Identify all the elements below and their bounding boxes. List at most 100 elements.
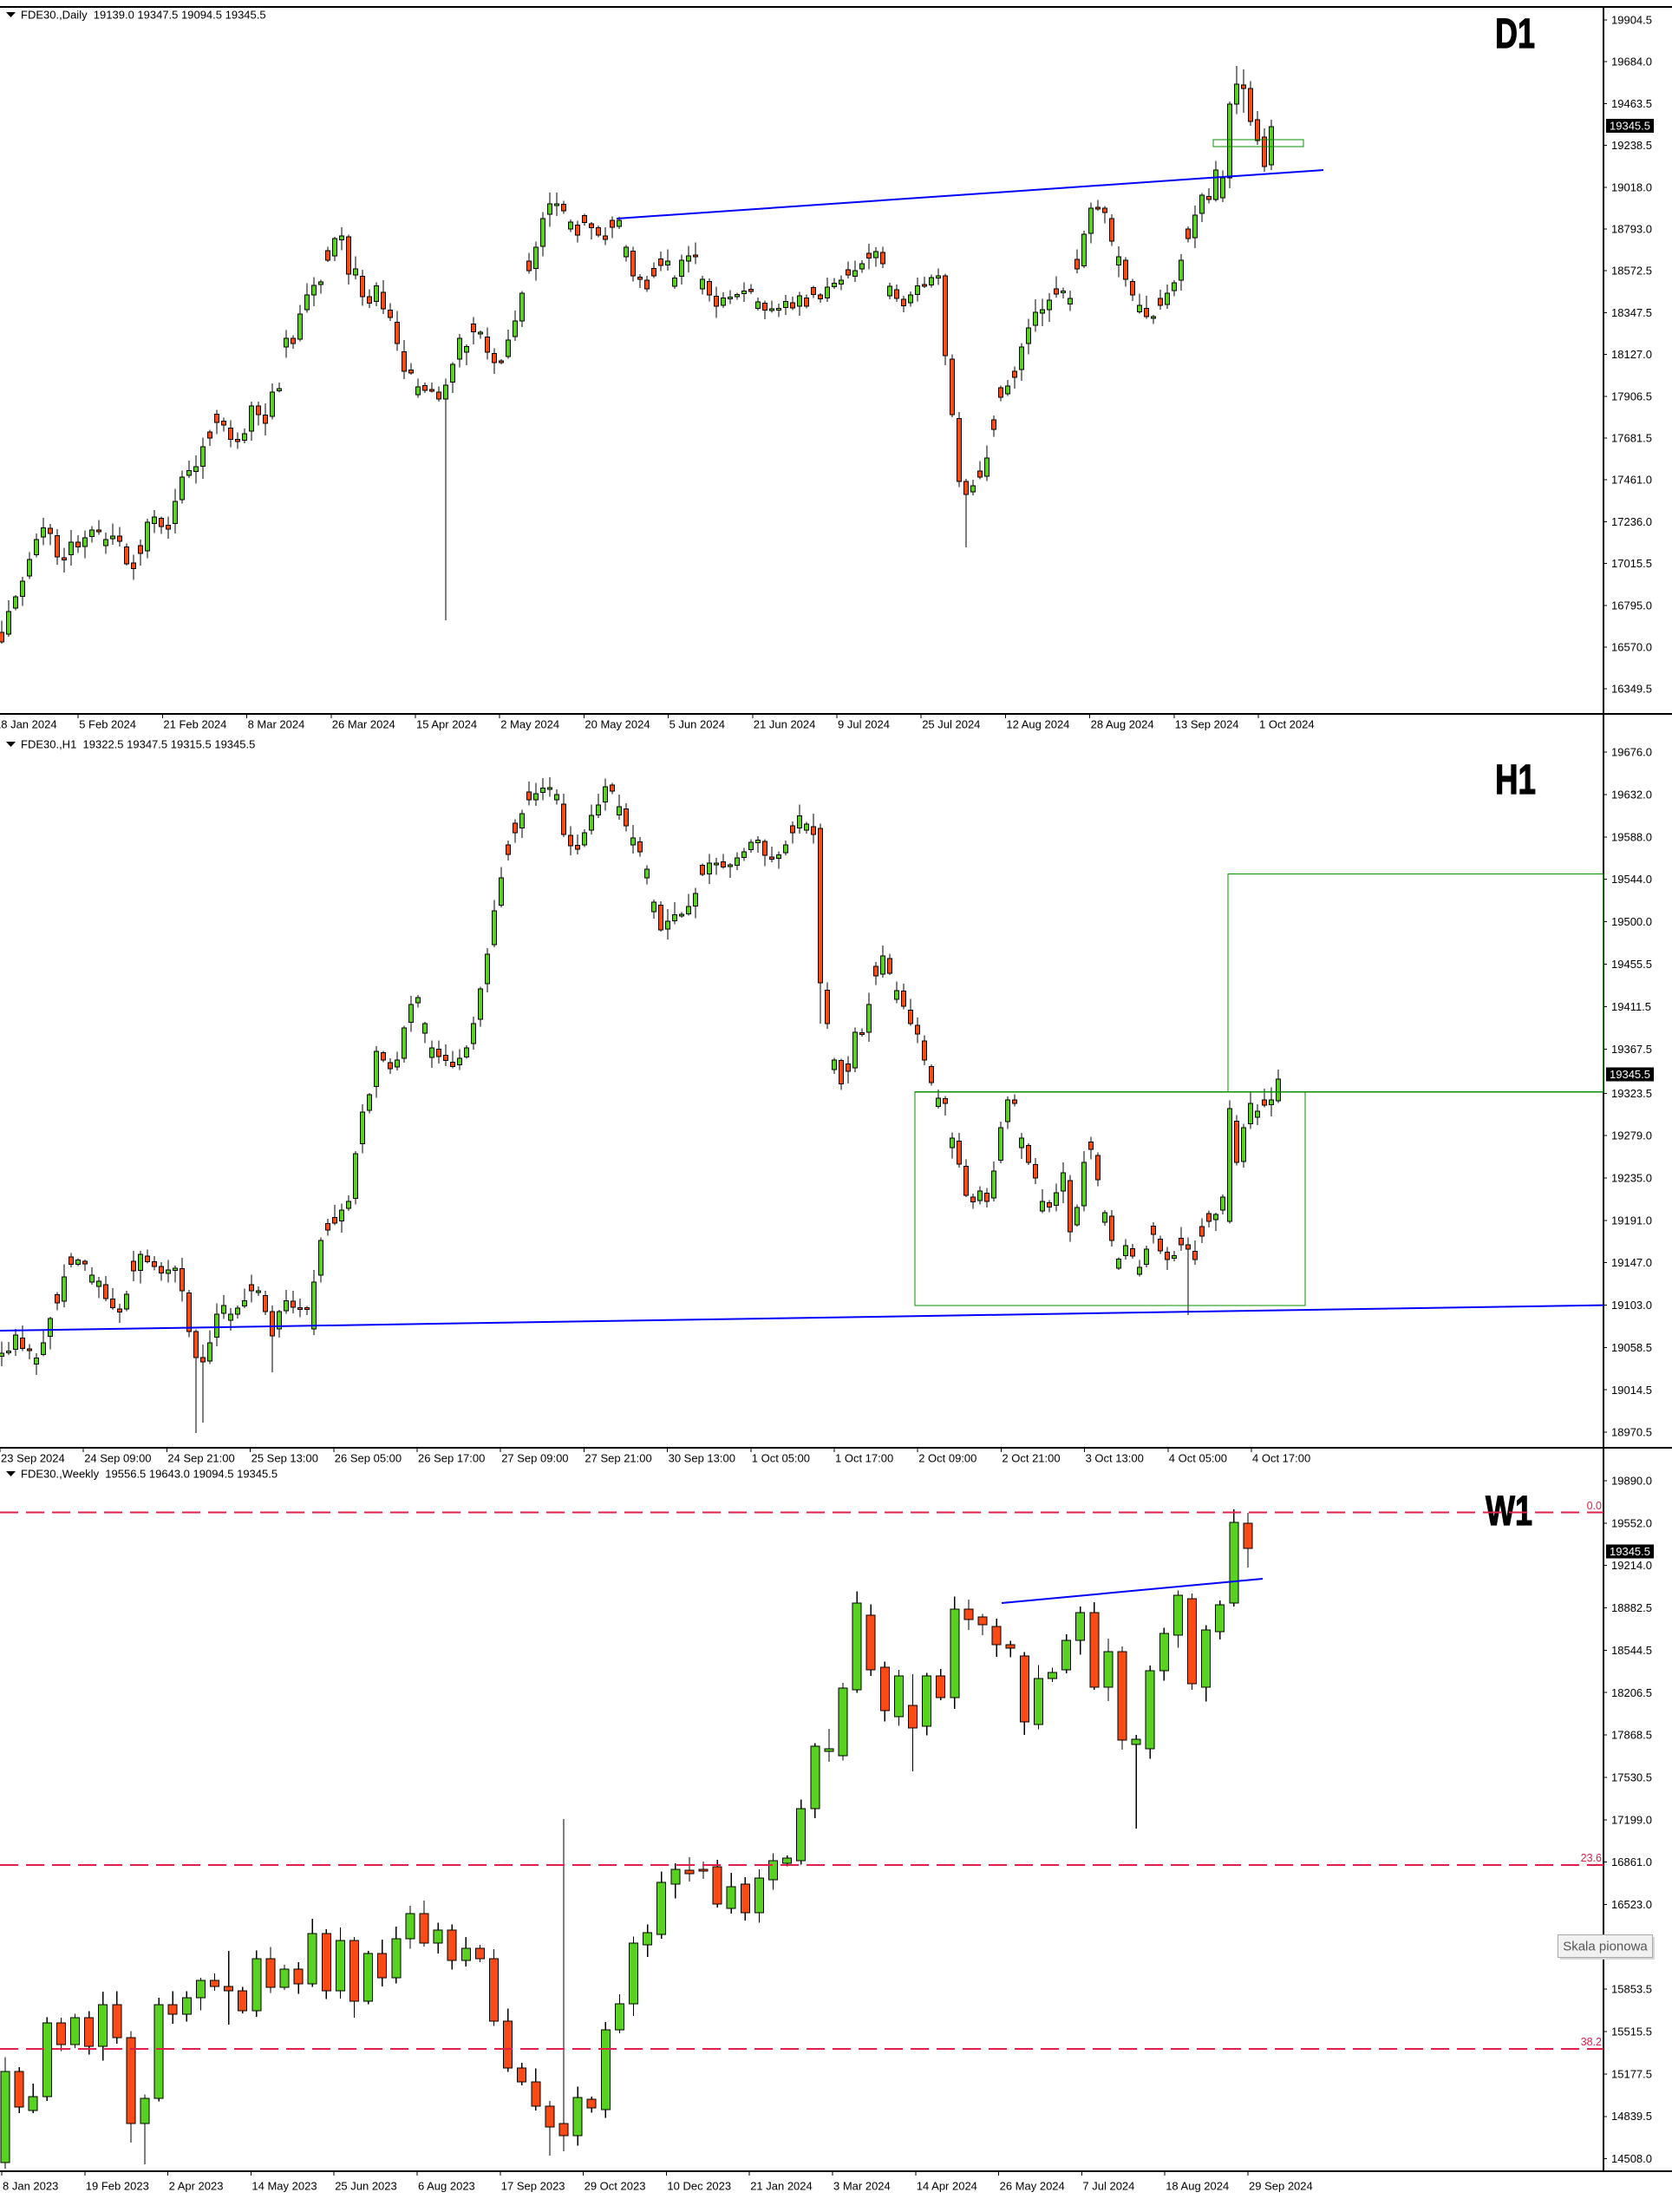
svg-text:9 Jul 2024: 9 Jul 2024 — [838, 718, 890, 731]
svg-text:18572.5: 18572.5 — [1611, 265, 1652, 278]
svg-text:7 Jul 2024: 7 Jul 2024 — [1082, 2180, 1134, 2193]
svg-text:18 Aug 2024: 18 Aug 2024 — [1166, 2180, 1229, 2193]
svg-text:27 Sep 09:00: 27 Sep 09:00 — [501, 1452, 568, 1465]
svg-text:17530.5: 17530.5 — [1611, 1770, 1652, 1783]
svg-text:26 Mar 2024: 26 Mar 2024 — [332, 718, 395, 731]
svg-text:19323.5: 19323.5 — [1611, 1087, 1652, 1100]
svg-text:17015.5: 17015.5 — [1611, 557, 1652, 570]
svg-text:3 Oct 13:00: 3 Oct 13:00 — [1086, 1452, 1144, 1465]
svg-text:24 Sep 21:00: 24 Sep 21:00 — [167, 1452, 234, 1465]
svg-text:19345.5: 19345.5 — [1610, 1068, 1650, 1081]
svg-text:4 Oct 05:00: 4 Oct 05:00 — [1169, 1452, 1227, 1465]
svg-text:17681.5: 17681.5 — [1611, 432, 1652, 445]
svg-text:19014.5: 19014.5 — [1611, 1384, 1652, 1397]
svg-text:14839.5: 14839.5 — [1611, 2110, 1652, 2123]
svg-text:19552.0: 19552.0 — [1611, 1516, 1652, 1529]
svg-text:19103.0: 19103.0 — [1611, 1299, 1652, 1312]
svg-text:17236.0: 17236.0 — [1611, 515, 1652, 528]
svg-text:15853.5: 15853.5 — [1611, 1983, 1652, 1996]
svg-text:18206.5: 18206.5 — [1611, 1686, 1652, 1699]
svg-text:1 Oct 17:00: 1 Oct 17:00 — [835, 1452, 893, 1465]
svg-text:19235.0: 19235.0 — [1611, 1172, 1652, 1185]
svg-text:18544.5: 18544.5 — [1611, 1644, 1652, 1657]
svg-text:30 Sep 13:00: 30 Sep 13:00 — [669, 1452, 735, 1465]
svg-text:19345.5: 19345.5 — [1610, 1545, 1650, 1558]
svg-text:19147.0: 19147.0 — [1611, 1256, 1652, 1269]
svg-text:18882.5: 18882.5 — [1611, 1601, 1652, 1614]
svg-text:1 Oct 05:00: 1 Oct 05:00 — [752, 1452, 810, 1465]
svg-text:19904.5: 19904.5 — [1611, 14, 1652, 27]
svg-text:29 Sep 2024: 29 Sep 2024 — [1249, 2180, 1313, 2193]
svg-text:19632.0: 19632.0 — [1611, 788, 1652, 801]
svg-text:17906.5: 17906.5 — [1611, 389, 1652, 402]
svg-text:17868.5: 17868.5 — [1611, 1729, 1652, 1742]
svg-text:15 Apr 2024: 15 Apr 2024 — [416, 718, 477, 731]
svg-text:4 Oct 17:00: 4 Oct 17:00 — [1252, 1452, 1310, 1465]
svg-text:26 May 2024: 26 May 2024 — [1000, 2180, 1065, 2193]
svg-text:19018.0: 19018.0 — [1611, 180, 1652, 193]
svg-text:2 Oct 21:00: 2 Oct 21:00 — [1002, 1452, 1060, 1465]
svg-text:13 Sep 2024: 13 Sep 2024 — [1175, 718, 1239, 731]
svg-text:5 Jun 2024: 5 Jun 2024 — [669, 718, 725, 731]
svg-text:14508.0: 14508.0 — [1611, 2152, 1652, 2165]
svg-text:14 May 2023: 14 May 2023 — [251, 2180, 317, 2193]
svg-text:18127.0: 18127.0 — [1611, 348, 1652, 361]
svg-text:26 Sep 17:00: 26 Sep 17:00 — [418, 1452, 485, 1465]
svg-text:15515.5: 15515.5 — [1611, 2025, 1652, 2039]
svg-text:28 Aug 2024: 28 Aug 2024 — [1091, 718, 1154, 731]
svg-text:21 Jun 2024: 21 Jun 2024 — [754, 718, 816, 731]
svg-text:38.2: 38.2 — [1581, 2036, 1602, 2048]
svg-text:14 Apr 2024: 14 Apr 2024 — [917, 2180, 977, 2193]
svg-text:19238.5: 19238.5 — [1611, 139, 1652, 152]
svg-text:15177.5: 15177.5 — [1611, 2067, 1652, 2080]
svg-text:6 Aug 2023: 6 Aug 2023 — [418, 2180, 475, 2193]
svg-text:2 May 2024: 2 May 2024 — [500, 718, 559, 731]
svg-text:Skala pionowa: Skala pionowa — [1563, 1940, 1648, 1954]
svg-text:21 Feb 2024: 21 Feb 2024 — [163, 718, 226, 731]
svg-text:20 May 2024: 20 May 2024 — [585, 718, 650, 731]
svg-text:21 Jan 2024: 21 Jan 2024 — [750, 2180, 813, 2193]
svg-text:17199.0: 17199.0 — [1611, 1813, 1652, 1826]
svg-text:18970.5: 18970.5 — [1611, 1426, 1652, 1439]
svg-text:19279.0: 19279.0 — [1611, 1129, 1652, 1142]
svg-text:H1: H1 — [1495, 757, 1536, 803]
svg-text:16861.0: 16861.0 — [1611, 1855, 1652, 1868]
svg-text:0.0: 0.0 — [1587, 1500, 1602, 1512]
svg-text:8 Jan 2023: 8 Jan 2023 — [3, 2180, 58, 2193]
svg-text:19544.0: 19544.0 — [1611, 873, 1652, 886]
svg-text:19214.0: 19214.0 — [1611, 1559, 1652, 1572]
svg-text:29 Oct 2023: 29 Oct 2023 — [585, 2180, 646, 2193]
svg-text:19463.5: 19463.5 — [1611, 97, 1652, 110]
svg-text:17 Sep 2023: 17 Sep 2023 — [501, 2180, 565, 2193]
svg-text:19058.5: 19058.5 — [1611, 1341, 1652, 1354]
svg-text:19890.0: 19890.0 — [1611, 1475, 1652, 1488]
svg-text:19684.0: 19684.0 — [1611, 56, 1652, 69]
svg-text:1 Oct 2024: 1 Oct 2024 — [1259, 718, 1315, 731]
svg-text:12 Aug 2024: 12 Aug 2024 — [1006, 718, 1069, 731]
svg-text:24 Sep 09:00: 24 Sep 09:00 — [84, 1452, 151, 1465]
svg-text:16795.0: 16795.0 — [1611, 599, 1652, 612]
svg-text:FDE30.,Weekly 19556.5 19643.0: FDE30.,Weekly 19556.5 19643.0 19094.5 19… — [21, 1468, 278, 1481]
svg-text:18347.5: 18347.5 — [1611, 306, 1652, 319]
svg-text:19 Feb 2023: 19 Feb 2023 — [86, 2180, 149, 2193]
svg-text:2 Apr 2023: 2 Apr 2023 — [169, 2180, 224, 2193]
svg-text:27 Sep 21:00: 27 Sep 21:00 — [585, 1452, 651, 1465]
svg-text:18 Jan 2024: 18 Jan 2024 — [0, 718, 57, 731]
svg-text:23.6: 23.6 — [1581, 1852, 1602, 1864]
svg-text:FDE30.,H1 19322.5 19347.5 193: FDE30.,H1 19322.5 19347.5 19315.5 19345.… — [21, 738, 255, 751]
svg-text:16570.0: 16570.0 — [1611, 641, 1652, 654]
svg-text:16349.5: 16349.5 — [1611, 683, 1652, 696]
svg-text:17461.0: 17461.0 — [1611, 474, 1652, 487]
svg-text:25 Jun 2023: 25 Jun 2023 — [335, 2180, 397, 2193]
svg-text:26 Sep 05:00: 26 Sep 05:00 — [335, 1452, 402, 1465]
svg-text:19191.0: 19191.0 — [1611, 1214, 1652, 1227]
svg-text:19367.5: 19367.5 — [1611, 1043, 1652, 1056]
svg-text:18793.0: 18793.0 — [1611, 223, 1652, 236]
svg-text:2 Oct 09:00: 2 Oct 09:00 — [918, 1452, 976, 1465]
svg-text:16523.0: 16523.0 — [1611, 1898, 1652, 1911]
svg-text:23 Sep 2024: 23 Sep 2024 — [1, 1452, 65, 1465]
svg-text:19676.0: 19676.0 — [1611, 746, 1652, 759]
svg-text:10 Dec 2023: 10 Dec 2023 — [667, 2180, 731, 2193]
svg-text:3 Mar 2024: 3 Mar 2024 — [833, 2180, 891, 2193]
svg-text:19411.5: 19411.5 — [1611, 1000, 1651, 1013]
